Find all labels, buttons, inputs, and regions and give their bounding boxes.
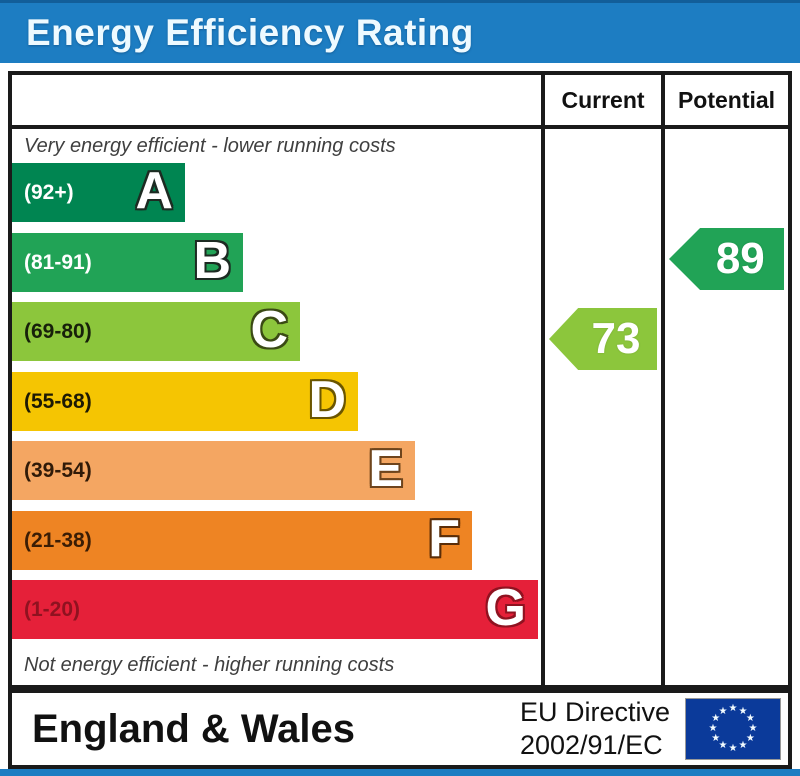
- potential-rating-arrow-value: 89: [715, 234, 765, 283]
- header-cell-potential: Potential: [661, 75, 788, 125]
- eu-flag-star: ★: [738, 740, 748, 752]
- band-letter: A: [135, 161, 173, 220]
- page-title: Energy Efficiency Rating: [26, 12, 474, 53]
- eu-flag-star: ★: [745, 733, 755, 744]
- eu-flag-star: ★: [728, 703, 738, 714]
- eu-directive-line2: 2002/91/EC: [519, 730, 663, 760]
- band-row-B: (81-91) B: [12, 233, 243, 292]
- band-range-label: (1-20): [24, 597, 81, 621]
- band-letter: G: [485, 578, 526, 637]
- band-letter: E: [368, 439, 403, 498]
- eu-flag-star: ★: [711, 733, 721, 744]
- eu-directive-label: EU Directive 2002/91/EC: [520, 696, 686, 762]
- potential-column-label: Potential: [677, 86, 776, 113]
- bands-column: Very energy efficient - lower running co…: [12, 129, 541, 685]
- band-range-label: (92+): [24, 180, 74, 204]
- table-body-row: Very energy efficient - lower running co…: [12, 129, 788, 685]
- band-row-G: (1-20) G: [12, 580, 538, 639]
- bottom-note: Not energy efficient - higher running co…: [24, 654, 395, 676]
- top-note: Very energy efficient - lower running co…: [24, 135, 396, 157]
- band-range-label: (21-38): [24, 528, 92, 552]
- rating-table: Current Potential Very energy efficient …: [8, 71, 792, 689]
- band-range-label: (55-68): [24, 389, 92, 413]
- eu-flag-star: ★: [738, 705, 748, 717]
- band-row-E: (39-54) E: [12, 441, 415, 500]
- band-letter: B: [193, 231, 231, 290]
- current-column: 73: [541, 129, 661, 685]
- band-letter: F: [428, 509, 460, 568]
- eu-flag-star: ★: [748, 723, 758, 734]
- band-range-label: (69-80): [24, 319, 92, 343]
- header-cell-bands: [12, 75, 541, 125]
- current-column-label: Current: [561, 86, 645, 113]
- eu-flag-icon: ★ ★ ★ ★ ★ ★ ★ ★ ★ ★ ★ ★: [686, 699, 780, 759]
- eu-flag-star: ★: [745, 713, 755, 724]
- current-rating-arrow: 73: [549, 308, 657, 370]
- eu-flag-star: ★: [718, 705, 728, 717]
- eu-flag-star: ★: [728, 743, 738, 754]
- band-letter: C: [250, 300, 288, 359]
- bottom-accent-bar: [0, 769, 800, 776]
- band-letter: D: [308, 370, 346, 429]
- potential-rating-arrow: 89: [669, 228, 784, 290]
- title-bar: Energy Efficiency Rating: [0, 0, 800, 63]
- band-range-label: (81-91): [24, 250, 92, 274]
- band-row-F: (21-38) F: [12, 511, 472, 570]
- region-label: England & Wales: [32, 706, 356, 751]
- table-header-row: Current Potential: [12, 75, 788, 129]
- eu-flag-star: ★: [711, 713, 721, 724]
- band-row-A: (92+) A: [12, 163, 185, 222]
- header-cell-current: Current: [541, 75, 661, 125]
- eu-directive-line1: EU Directive: [519, 697, 670, 727]
- eu-flag-star: ★: [708, 723, 718, 734]
- eu-flag-star: ★: [718, 740, 728, 752]
- band-row-C: (69-80) C: [12, 302, 300, 361]
- footer-bar: England & Wales EU Directive 2002/91/EC …: [8, 689, 792, 769]
- band-row-D: (55-68) D: [12, 372, 358, 431]
- current-rating-arrow-value: 73: [591, 314, 641, 363]
- potential-column: 89: [661, 129, 788, 685]
- band-range-label: (39-54): [24, 458, 92, 482]
